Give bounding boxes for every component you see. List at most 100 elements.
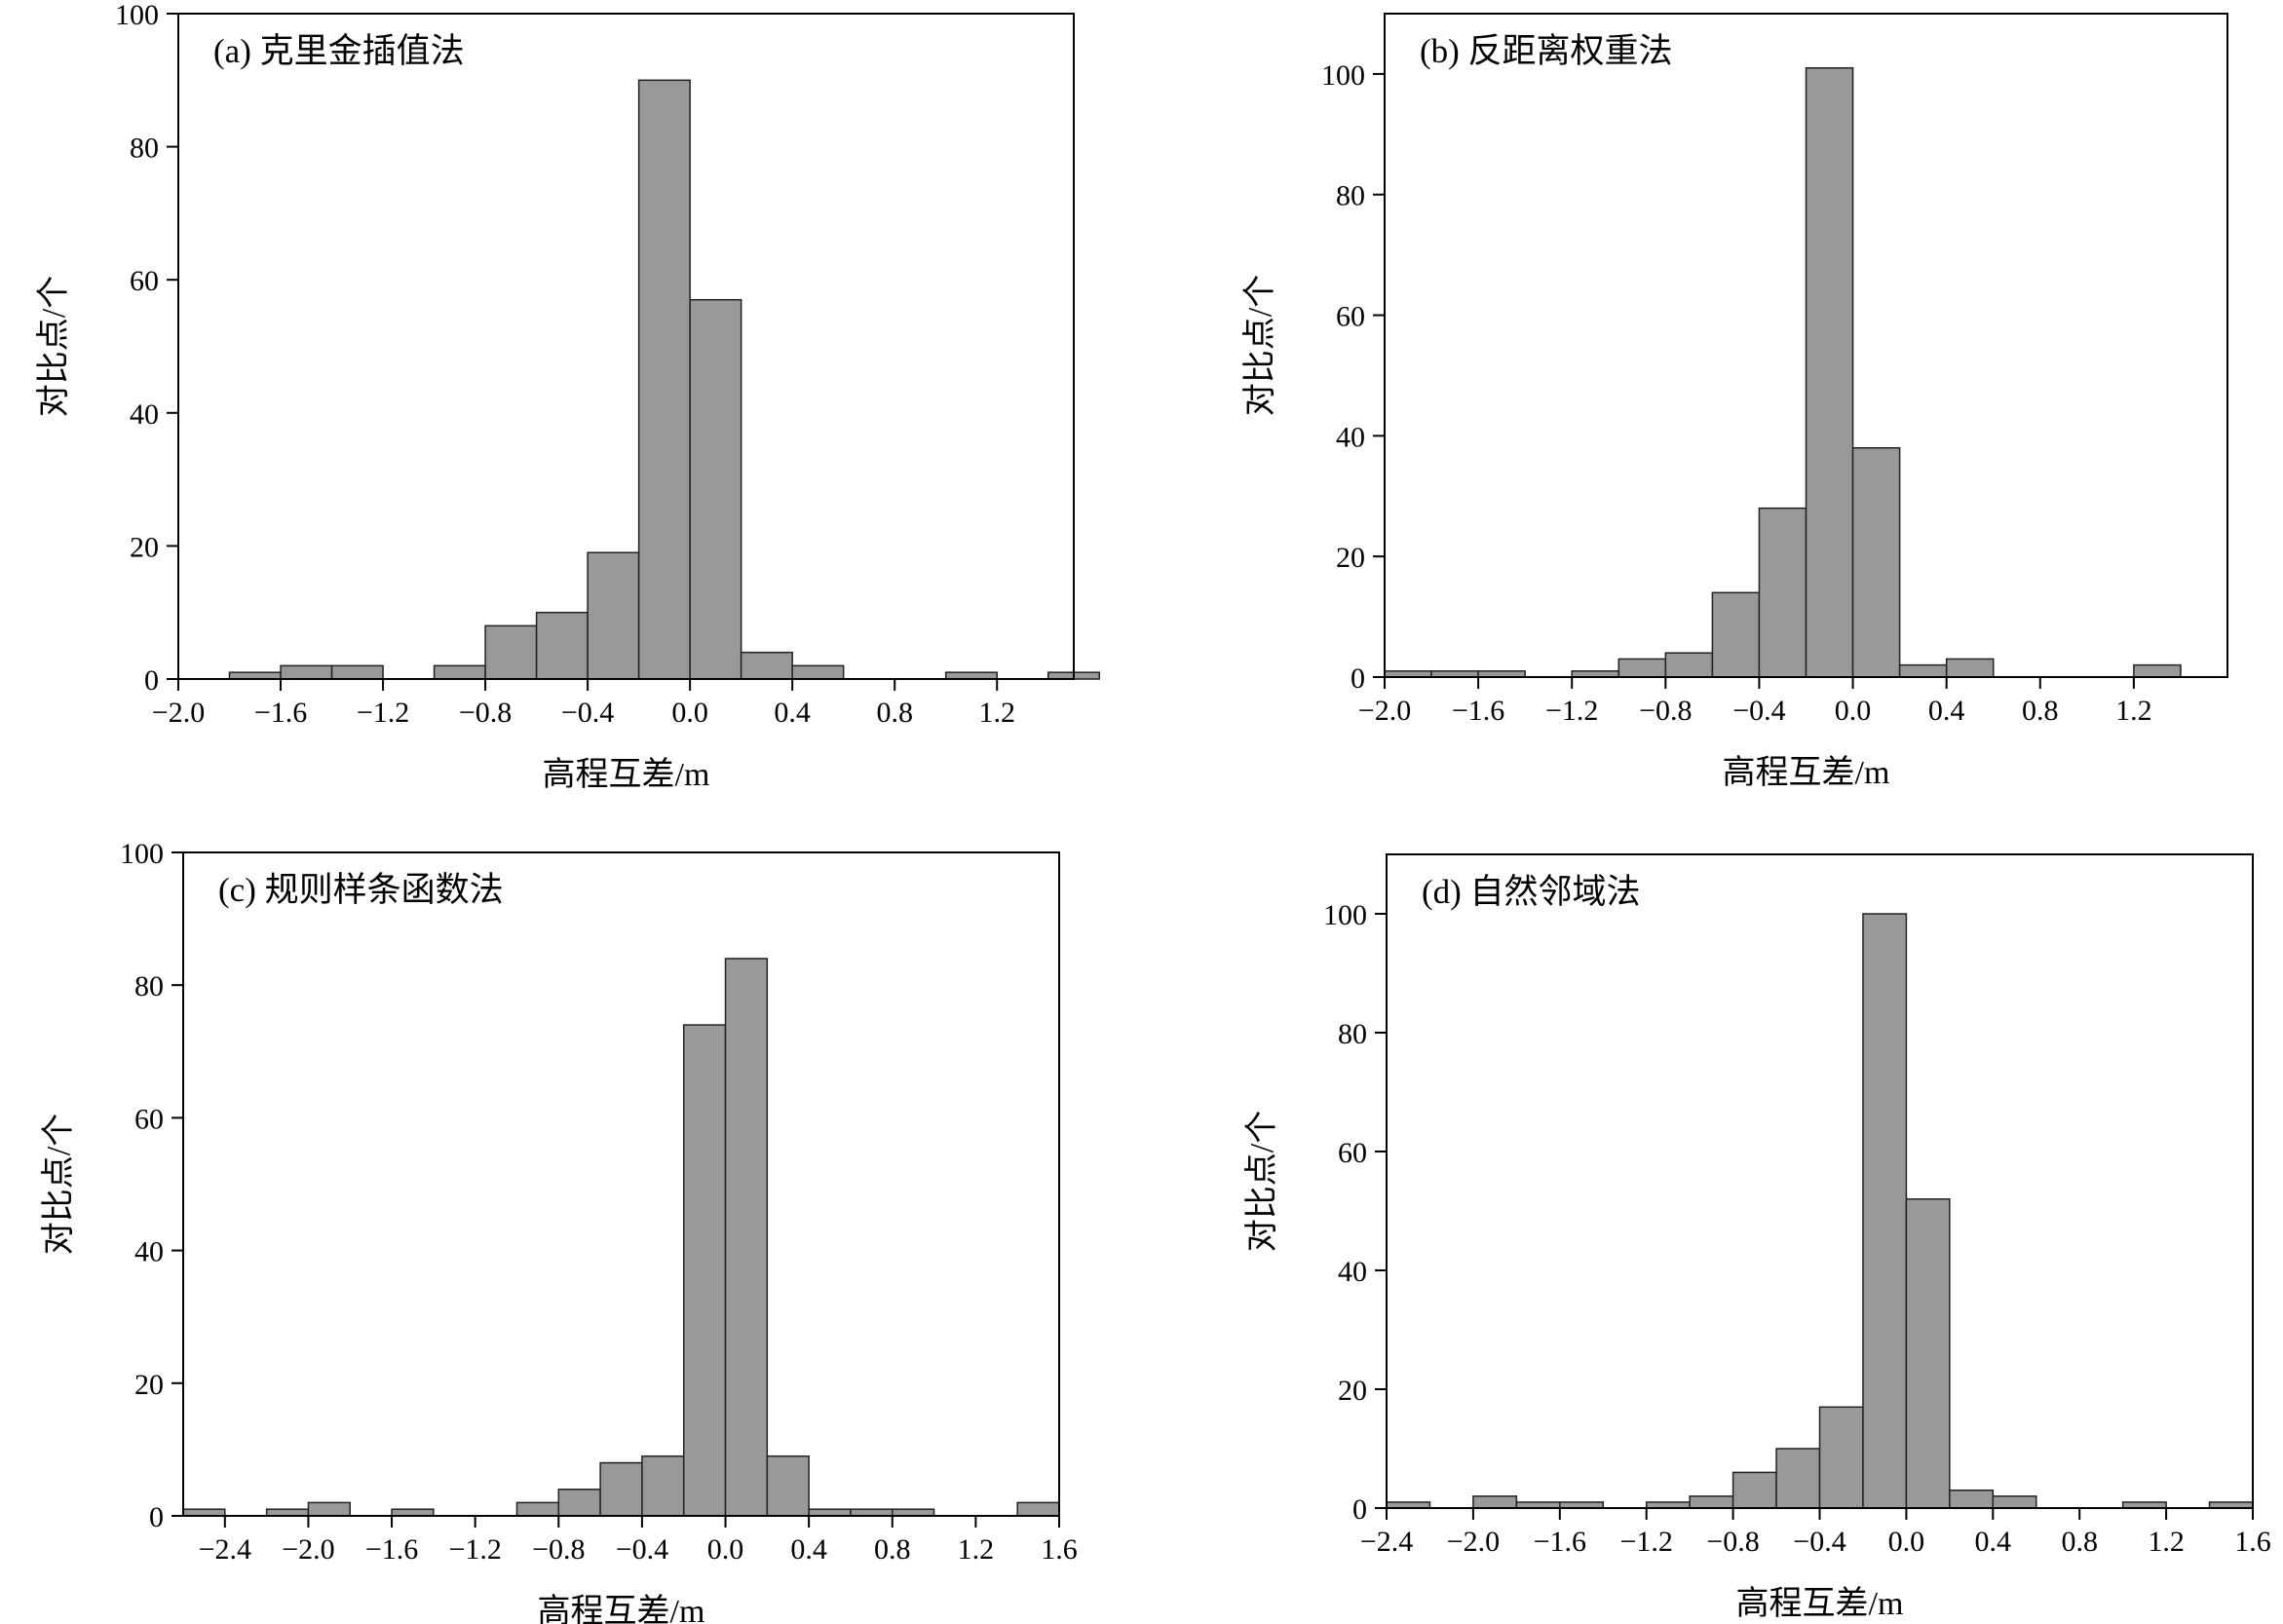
x-tick-label-b-1: −1.6 [1452,695,1504,727]
panel-b: 0 20 40 60 80 100 −2.0 −1.6 −1.2 −0.8 −0.4 0.0 0.4 0.… [1241,13,2228,791]
panel-title-d: (d) 自然邻域法 [1422,873,1641,911]
bar-a-3 [433,664,486,680]
plot-frame-b [1384,13,2228,678]
bar-d-12 [1992,1495,2037,1509]
bar-c-6 [599,1461,643,1517]
y-tick-label-c-2: 40 [134,1236,164,1268]
y-tick-label-d-5: 100 [1323,899,1367,931]
bar-a-4 [484,624,538,680]
bar-b-8 [1805,66,1854,678]
x-tick-label-c-1: −2.0 [282,1533,334,1566]
bar-c-8 [682,1024,727,1517]
bar-b-5 [1664,652,1714,678]
x-tick-label-c-6: 0.0 [707,1533,744,1566]
x-tick-label-a-2: −1.2 [357,697,409,729]
x-tick-label-d-3: −1.2 [1619,1526,1672,1558]
y-tick-label-d-1: 20 [1338,1375,1367,1407]
bar-d-9 [1862,913,1908,1509]
y-tick-label-a-4: 80 [130,132,159,165]
panel-a: 0 20 40 60 80 100 −2.0 −1.6 −1.2 −0.8 −0.4 0.0 0.4 0.… [35,0,1101,793]
x-tick-label-a-1: −1.6 [254,697,307,729]
x-tick-label-d-7: 0.4 [1975,1526,2012,1558]
bar-b-12 [2133,663,2182,678]
x-tick-label-b-5: 0.0 [1835,695,1872,727]
bar-b-7 [1758,507,1807,678]
bar-a-8 [689,298,742,680]
bar-c-10 [766,1454,810,1517]
bar-a-9 [740,651,793,680]
x-tick-label-b-7: 0.8 [2022,695,2059,727]
x-tick-label-b-8: 1.2 [2115,695,2152,727]
bar-c-11 [808,1508,852,1517]
x-tick-label-c-3: −1.2 [448,1533,501,1566]
panel-d: 0 20 40 60 80 100 −2.4 −2.0 −1.6 −1.2 −0.8 −0.4 0.0 0… [1243,853,2271,1622]
y-axis-title-a: 对比点/个 [35,276,72,417]
panel-title-b: (b) 反距离权重法 [1420,32,1673,70]
y-tick-label-b-5: 100 [1321,59,1365,92]
x-tick-label-a-7: 0.8 [876,697,913,729]
y-tick-label-b-1: 20 [1336,542,1365,574]
y-axis-title-c: 对比点/个 [40,1114,77,1255]
bar-b-4 [1617,658,1667,678]
bar-a-5 [535,611,589,680]
y-tick-label-c-5: 100 [120,838,164,870]
x-tick-label-a-0: −2.0 [152,697,205,729]
plot-frame-c [182,851,1060,1517]
bar-b-11 [1945,658,1995,678]
bar-c-12 [850,1508,894,1517]
y-tick-label-c-3: 60 [134,1103,164,1135]
y-axis-title-d: 对比点/个 [1243,1111,1280,1252]
bar-b-9 [1851,446,1901,678]
bar-a-2 [330,664,384,680]
x-axis-title-d: 高程互差/m [1736,1585,1904,1622]
x-tick-label-c-2: −1.6 [365,1533,418,1566]
bar-a-0 [228,671,282,680]
x-axis-title-c: 高程互差/m [538,1593,705,1624]
bar-c-3 [391,1508,435,1517]
y-tick-label-d-3: 60 [1338,1137,1367,1169]
x-tick-label-c-9: 1.2 [958,1533,995,1566]
y-tick-label-c-0: 0 [149,1501,164,1533]
panel-c: 0 20 40 60 80 100 −2.4 −2.0 −1.6 −1.2 −0.8 −0.4 0.0 0… [40,838,1078,1624]
x-tick-label-d-8: 0.8 [2061,1526,2098,1558]
x-tick-label-c-4: −0.8 [532,1533,585,1566]
bar-d-7 [1775,1448,1821,1509]
bar-c-2 [307,1501,351,1517]
x-tick-label-d-6: 0.0 [1888,1526,1925,1558]
y-tick-label-a-0: 0 [144,664,159,697]
y-tick-label-b-3: 60 [1336,301,1365,333]
bar-b-10 [1898,663,1948,678]
bar-c-4 [515,1501,560,1517]
bar-c-5 [557,1489,601,1517]
bar-d-1 [1472,1495,1518,1509]
y-tick-label-a-5: 100 [115,0,159,31]
x-tick-label-a-5: 0.0 [671,697,708,729]
x-tick-label-c-10: 1.6 [1041,1533,1078,1566]
bar-a-10 [791,664,845,680]
x-tick-label-b-6: 0.4 [1928,695,1965,727]
x-tick-label-a-8: 1.2 [978,697,1015,729]
y-tick-label-c-4: 80 [134,970,164,1002]
bar-d-10 [1905,1198,1951,1509]
x-tick-label-b-2: −1.2 [1545,695,1598,727]
x-tick-label-c-0: −2.4 [199,1533,251,1566]
panel-title-c: (c) 规则样条函数法 [218,871,504,909]
y-tick-label-a-3: 60 [130,265,159,297]
bar-b-6 [1711,591,1761,678]
bar-d-6 [1731,1471,1777,1509]
y-tick-label-b-0: 0 [1351,662,1365,695]
x-tick-label-a-4: −0.4 [561,697,614,729]
plot-frame-a [177,13,1075,680]
x-tick-label-d-5: −0.4 [1793,1526,1845,1558]
y-tick-label-d-4: 80 [1338,1018,1367,1050]
y-axis-title-b: 对比点/个 [1241,275,1278,416]
bar-d-8 [1818,1406,1864,1509]
y-tick-label-b-4: 80 [1336,180,1365,212]
bar-a-6 [587,551,640,680]
x-tick-label-c-7: 0.4 [790,1533,827,1566]
x-tick-label-d-10: 1.6 [2234,1526,2271,1558]
x-tick-label-a-6: 0.4 [774,697,811,729]
x-tick-label-d-4: −0.8 [1706,1526,1759,1558]
y-tick-label-a-1: 20 [130,531,159,563]
bar-a-1 [280,664,333,680]
